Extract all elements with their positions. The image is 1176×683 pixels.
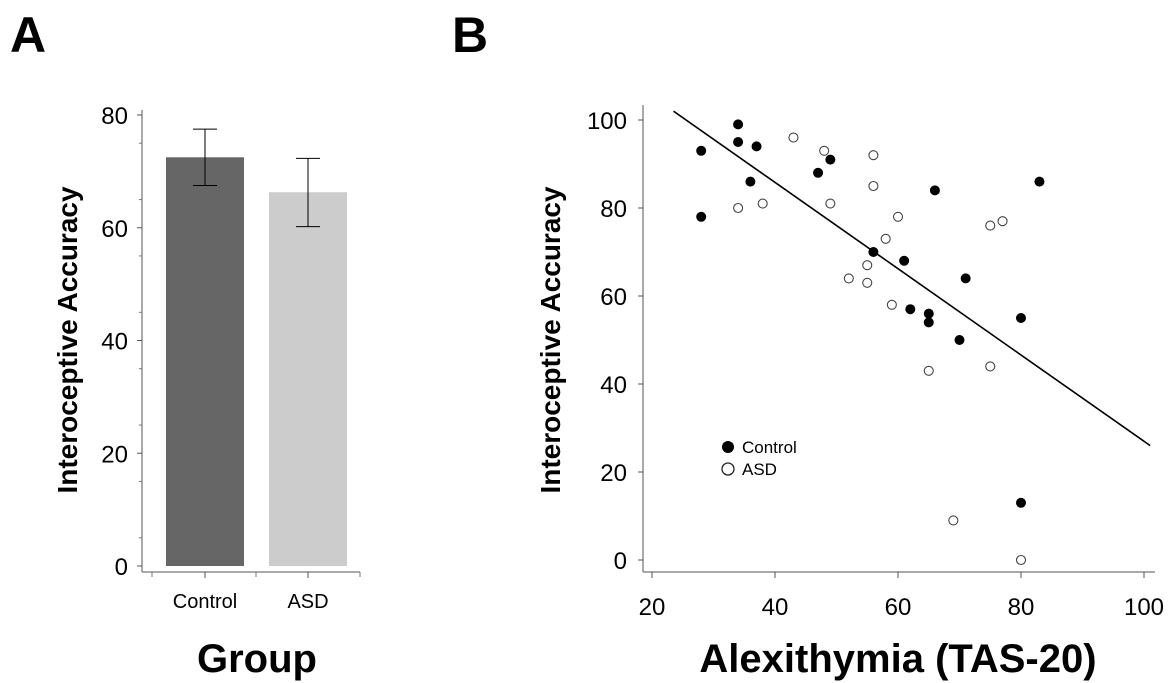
point-control	[1016, 313, 1026, 323]
point-control	[733, 137, 744, 147]
bar-chart-panel-a: 0 20 40 60 80 Control ASD Interoceptive Accura…	[52, 103, 361, 681]
point-asd	[923, 365, 934, 376]
y-tick-label: 60	[101, 216, 128, 243]
point-asd	[733, 202, 744, 214]
y-tick-label: 80	[101, 103, 128, 130]
bar-control	[166, 157, 244, 566]
panel-label-b: B	[452, 7, 488, 63]
point-asd	[997, 216, 1008, 227]
point-control	[1034, 176, 1045, 187]
y-tick-label: 60	[600, 284, 627, 311]
point-asd	[868, 150, 879, 161]
y-tick-label: 20	[600, 460, 627, 487]
point-asd	[886, 299, 897, 310]
axes-layer: 0 20 40 60 80 Control ASD	[101, 103, 361, 613]
point-asd	[843, 273, 854, 284]
scatter-chart-panel-b: 0 20 40 60 80 100 20 40 60 80 100 Control ASD Inter…	[535, 105, 1164, 681]
point-control	[825, 154, 836, 165]
point-asd	[868, 180, 879, 192]
point-control	[733, 119, 744, 130]
legend-label: Control	[742, 438, 797, 457]
x-tick-label: 100	[1124, 594, 1164, 621]
point-control	[813, 167, 824, 178]
point-asd	[985, 361, 996, 372]
x-axis-label: Alexithymia (TAS-20)	[699, 637, 1096, 681]
point-asd	[948, 515, 959, 526]
point-control	[751, 141, 762, 152]
bars-layer	[166, 157, 347, 566]
regression-line-layer	[673, 110, 1151, 447]
point-control	[923, 308, 934, 319]
y-tick-label: 40	[101, 329, 128, 356]
point-asd	[985, 220, 996, 231]
x-tick-label: 80	[1008, 594, 1035, 621]
point-asd	[862, 260, 873, 271]
legend-marker-control	[722, 441, 734, 453]
y-tick-label: 100	[587, 108, 627, 135]
point-control	[929, 185, 940, 196]
point-control	[954, 335, 965, 345]
point-asd	[880, 233, 891, 244]
y-tick-label: 80	[600, 196, 627, 223]
x-tick-label: 40	[762, 594, 789, 621]
point-asd	[862, 277, 873, 288]
point-asd	[825, 198, 836, 209]
point-control	[905, 304, 916, 315]
panel-label-a: A	[10, 7, 46, 63]
point-asd	[1015, 554, 1027, 566]
point-asd	[757, 198, 768, 209]
x-category-label: Control	[173, 591, 237, 613]
point-asd	[892, 211, 904, 222]
axes-layer: 0 20 40 60 80 100 20 40 60 80 100	[587, 105, 1164, 621]
y-axis-label: Interoceptive Accuracy	[535, 186, 566, 494]
y-axis-label: Interoceptive Accuracy	[52, 186, 83, 494]
y-tick-label: 20	[101, 441, 128, 468]
legend: Control ASD	[721, 438, 797, 479]
point-asd	[788, 132, 799, 143]
point-control	[960, 273, 971, 284]
error-bars-layer	[193, 128, 320, 228]
point-control	[868, 247, 879, 257]
y-tick-label: 0	[614, 548, 627, 575]
point-control	[899, 255, 910, 266]
point-control	[745, 176, 756, 187]
point-control	[696, 145, 707, 156]
point-control	[923, 317, 934, 328]
regression-line	[673, 110, 1151, 447]
y-tick-label: 40	[600, 372, 627, 399]
x-tick-label: 20	[639, 594, 666, 621]
bar-asd	[269, 192, 347, 566]
y-tick-label: 0	[115, 554, 128, 581]
legend-label: ASD	[742, 460, 777, 479]
points-layer	[696, 119, 1045, 566]
x-category-label: ASD	[287, 591, 328, 613]
point-control	[1016, 497, 1026, 508]
legend-marker-asd	[721, 462, 735, 476]
x-axis-label: Group	[197, 637, 317, 681]
x-tick-label: 60	[885, 594, 912, 621]
point-asd	[819, 145, 830, 156]
point-control	[696, 211, 707, 222]
